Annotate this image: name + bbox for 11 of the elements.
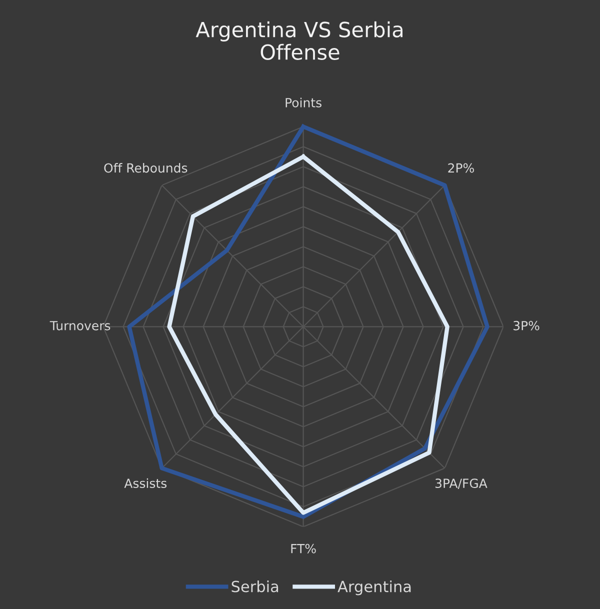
spoke-label: 3PA/FGA (435, 478, 488, 490)
chart-title: Argentina VS Serbia Offense (196, 21, 402, 60)
legend-label: Serbia (232, 580, 278, 592)
legend-label: Argentina (338, 580, 411, 596)
spoke-label: Assists (124, 478, 167, 488)
spoke-label: 2P% (448, 163, 474, 173)
spoke-label: Turnovers (50, 321, 110, 330)
spoke-label: Points (286, 98, 322, 108)
spoke-label: FT% (291, 544, 316, 554)
spoke-label: Off Rebounds (104, 163, 188, 173)
spoke-label: 3P% (514, 320, 540, 330)
